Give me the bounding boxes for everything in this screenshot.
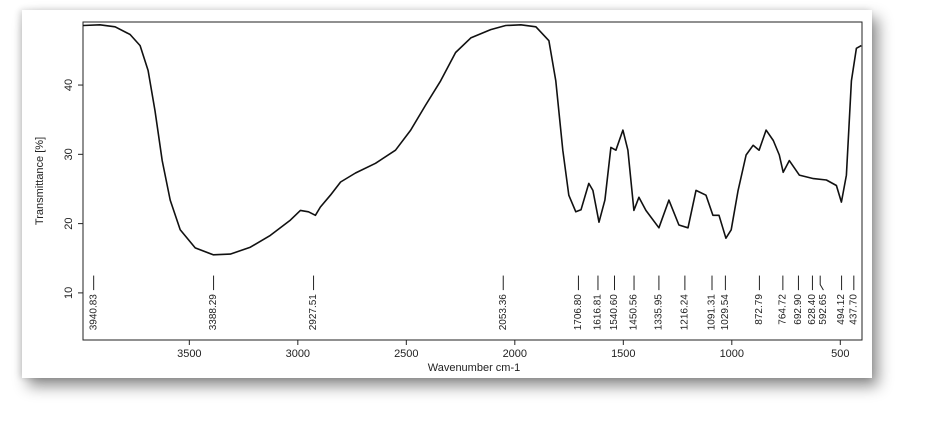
peak-label: 1616.81: [593, 294, 604, 331]
plot-border: [82, 21, 863, 341]
peak-label: 3940.83: [88, 294, 99, 331]
peak-label: 3388.29: [208, 294, 219, 331]
peak-label: 592.65: [818, 294, 829, 325]
peak-leader: [819, 275, 824, 291]
x-tick-label: 2500: [394, 348, 418, 360]
x-tick-label: 1500: [611, 348, 635, 360]
chart-frame: [22, 10, 872, 378]
x-tick-label: 500: [831, 348, 849, 360]
y-tick-label: 30: [63, 148, 75, 160]
peak-label: 494.12: [836, 294, 847, 325]
peak-label: 872.79: [754, 294, 765, 325]
x-tick-label: 3500: [177, 348, 201, 360]
x-tick-label: 2000: [503, 348, 527, 360]
y-tick-label: 10: [63, 287, 75, 299]
peak-label: 1335.95: [654, 294, 665, 331]
peak-label: 1091.31: [707, 294, 718, 331]
y-tick-label: 40: [63, 79, 75, 91]
peak-label: 2053.36: [498, 294, 509, 331]
x-axis-label: Wavenumber cm-1: [428, 362, 521, 374]
peak-label: 1706.80: [573, 294, 584, 331]
x-tick-label: 3000: [286, 348, 310, 360]
y-tick-label: 20: [63, 217, 75, 229]
peak-label: 692.90: [793, 294, 804, 325]
peak-label: 1450.56: [629, 294, 640, 331]
peak-label: 628.40: [807, 294, 818, 325]
peak-label: 437.70: [848, 294, 859, 325]
peak-label: 1029.54: [720, 294, 731, 331]
peak-label: 1540.60: [609, 294, 620, 331]
peak-label: 2927.51: [308, 294, 319, 331]
spectrum-line: [82, 24, 862, 256]
peak-label: 764.72: [777, 294, 788, 325]
x-tick-label: 1000: [720, 348, 744, 360]
peak-label: 1216.24: [680, 294, 691, 331]
y-axis-label: Transmittance [%]: [34, 137, 46, 225]
